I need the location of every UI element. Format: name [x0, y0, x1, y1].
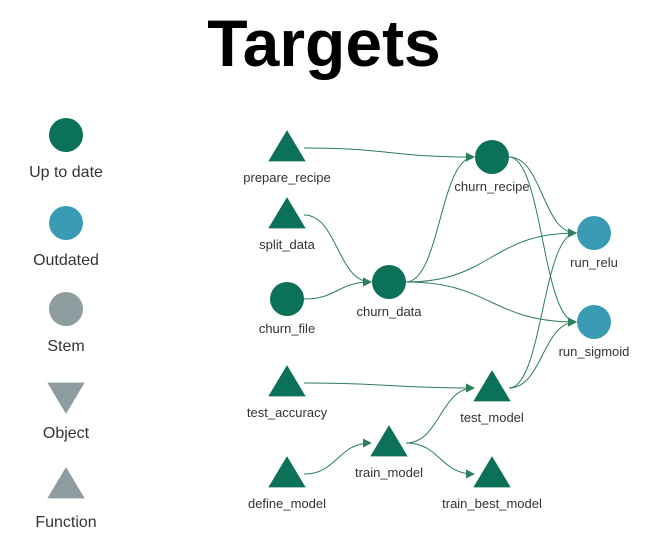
- node-run_sigmoid[interactable]: run_sigmoid: [559, 305, 630, 359]
- node-prepare_recipe-icon: [268, 130, 306, 162]
- edge-test_accuracy-to-test_model: [303, 382, 475, 393]
- node-train_best_model[interactable]: train_best_model: [442, 456, 542, 511]
- legend-label-outdated: Outdated: [33, 252, 99, 269]
- node-train_model-icon: [370, 425, 408, 457]
- edges: [303, 147, 577, 479]
- edge-train_model-to-test_model: [405, 383, 475, 444]
- node-label-train_best_model: train_best_model: [442, 496, 542, 511]
- node-label-define_model: define_model: [248, 496, 326, 511]
- edge-churn_file-to-churn_data: [303, 277, 372, 300]
- node-churn_file[interactable]: churn_file: [259, 282, 315, 336]
- node-label-churn_data: churn_data: [356, 304, 422, 319]
- node-label-test_model: test_model: [460, 410, 524, 425]
- edge-test_model-to-run_relu: [508, 228, 577, 389]
- legend-outdated-icon: [49, 206, 83, 240]
- node-test_accuracy-icon: [268, 365, 306, 397]
- node-label-churn_recipe: churn_recipe: [454, 179, 529, 194]
- legend-label-stem: Stem: [47, 338, 84, 355]
- edge-test_model-to-run_sigmoid: [508, 317, 577, 389]
- node-churn_recipe-icon: [475, 140, 509, 174]
- legend-function-icon: [47, 467, 85, 499]
- node-train_model[interactable]: train_model: [355, 425, 423, 480]
- edge-churn_data-to-run_relu: [405, 228, 577, 283]
- node-label-test_accuracy: test_accuracy: [247, 405, 328, 420]
- legend-up-to-date-icon: [49, 118, 83, 152]
- node-churn_data[interactable]: churn_data: [356, 265, 422, 319]
- nodes: prepare_recipe split_data churn_file test_a…: [243, 130, 629, 511]
- legend-stem-icon: [49, 292, 83, 326]
- node-prepare_recipe[interactable]: prepare_recipe: [243, 130, 331, 185]
- legend-label-object: Object: [43, 425, 90, 442]
- node-label-train_model: train_model: [355, 465, 423, 480]
- node-label-run_sigmoid: run_sigmoid: [559, 344, 630, 359]
- edge-prepare_recipe-to-churn_recipe: [303, 147, 475, 162]
- edge-define_model-to-train_model: [303, 438, 372, 475]
- edge-churn_recipe-to-run_sigmoid: [508, 156, 577, 327]
- node-churn_data-icon: [372, 265, 406, 299]
- node-churn_recipe[interactable]: churn_recipe: [454, 140, 530, 194]
- node-test_model-icon: [473, 370, 511, 402]
- node-define_model[interactable]: define_model: [248, 456, 326, 511]
- node-label-run_relu: run_relu: [570, 255, 618, 270]
- node-label-churn_file: churn_file: [259, 321, 315, 336]
- edge-churn_data-to-churn_recipe: [405, 152, 475, 283]
- node-define_model-icon: [268, 456, 306, 488]
- edge-train_model-to-train_best_model: [405, 442, 475, 479]
- node-label-split_data: split_data: [259, 237, 315, 252]
- legend-object-icon: [47, 382, 85, 414]
- node-test_model[interactable]: test_model: [460, 370, 524, 425]
- node-label-prepare_recipe: prepare_recipe: [243, 170, 330, 185]
- edge-split_data-to-churn_data: [303, 214, 372, 287]
- node-churn_file-icon: [270, 282, 304, 316]
- node-run_sigmoid-icon: [577, 305, 611, 339]
- node-run_relu[interactable]: run_relu: [570, 216, 618, 270]
- node-split_data[interactable]: split_data: [259, 197, 316, 252]
- legend: Up to date Outdated Stem Object Function: [29, 118, 103, 531]
- node-test_accuracy[interactable]: test_accuracy: [247, 365, 328, 420]
- legend-label-up-to-date: Up to date: [29, 164, 103, 181]
- node-split_data-icon: [268, 197, 306, 229]
- edge-churn_recipe-to-run_relu: [508, 156, 577, 238]
- node-run_relu-icon: [577, 216, 611, 250]
- node-train_best_model-icon: [473, 456, 511, 488]
- page-title: Targets: [207, 6, 441, 80]
- edge-churn_data-to-run_sigmoid: [405, 281, 577, 327]
- legend-label-function: Function: [35, 514, 96, 531]
